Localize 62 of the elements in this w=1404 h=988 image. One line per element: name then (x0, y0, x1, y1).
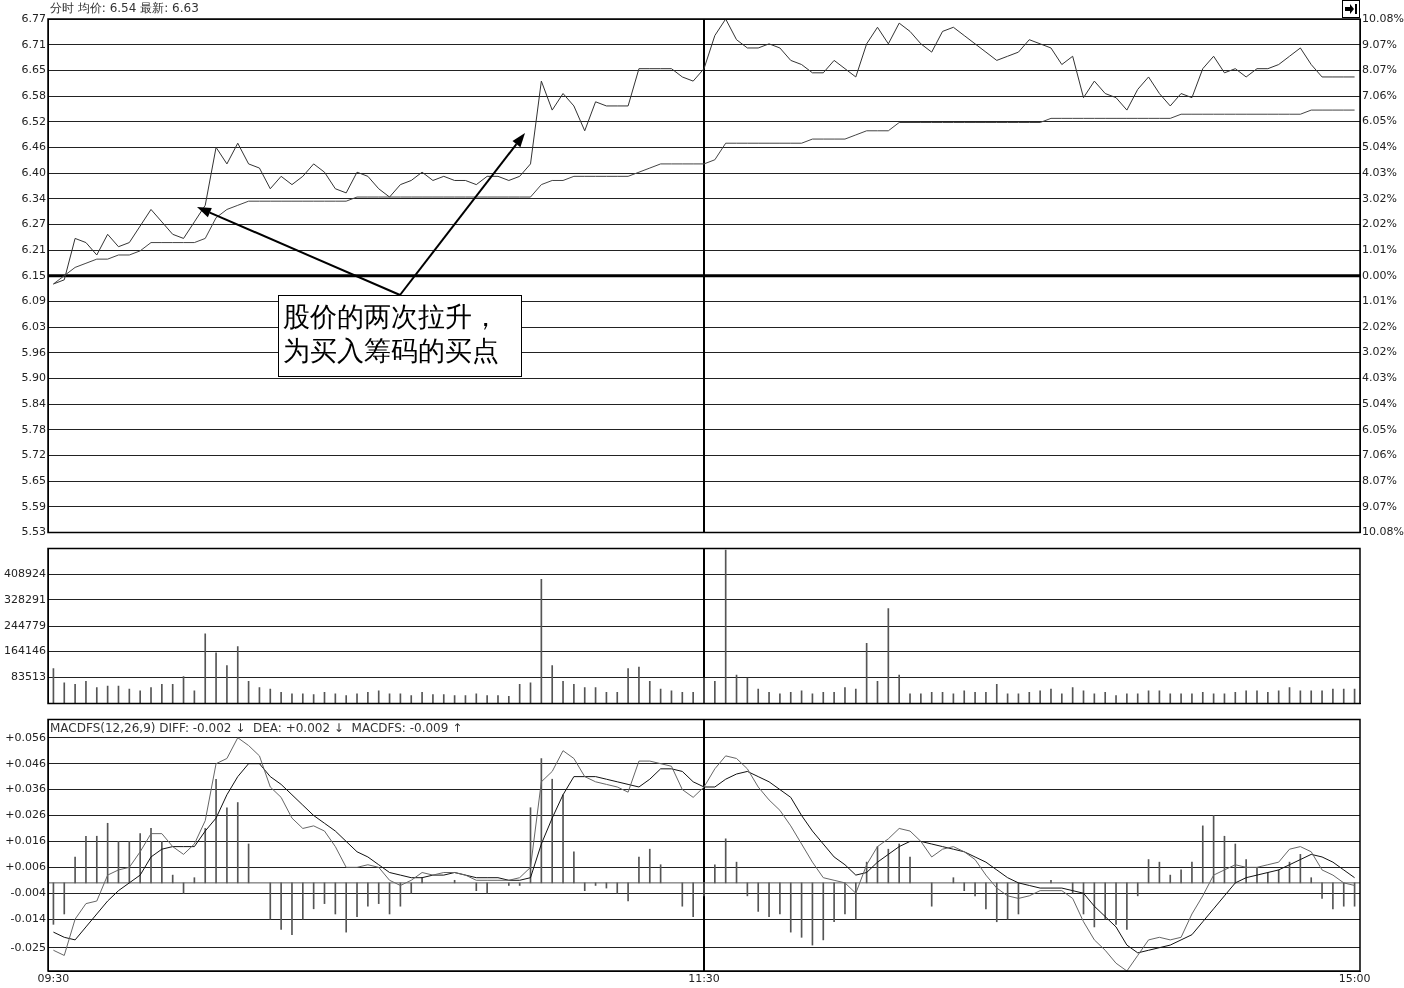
y-tick-label: 5.84 (21, 396, 46, 410)
y-tick-label: 6.21 (21, 242, 46, 256)
y2-tick-label: 8.07% (1362, 474, 1397, 488)
y-tick-label: 164146 (4, 644, 46, 658)
y-tick-label: 6.65 (21, 63, 46, 77)
y-tick-label: 6.58 (21, 88, 46, 102)
y2-tick-label: 3.02% (1362, 191, 1397, 205)
x-tick-label: 11:30 (688, 972, 720, 986)
y-tick-label: +0.056 (5, 730, 46, 744)
chart-title: MACDFS(12,26,9) DIFF: -0.002 ↓ DEA: +0.002 ↓ MACDFS: -0.009 ↑ (50, 720, 463, 735)
y-tick-label: 5.59 (21, 499, 46, 513)
y2-tick-label: 10.08% (1362, 11, 1404, 25)
y2-tick-label: 2.02% (1362, 217, 1397, 231)
y-tick-label: 328291 (4, 592, 46, 606)
y2-tick-label: 7.06% (1362, 448, 1397, 462)
y-tick-label: +0.006 (5, 860, 46, 874)
y-tick-label: 5.90 (21, 371, 46, 385)
x-tick-label: 09:30 (37, 972, 70, 986)
y-tick-label: -0.014 (10, 912, 46, 926)
y2-tick-label: 5.04% (1362, 396, 1397, 410)
y-tick-label: 6.34 (21, 191, 46, 205)
y-tick-label: 6.46 (21, 140, 46, 154)
y2-tick-label: 7.06% (1362, 88, 1397, 102)
y2-tick-label: 5.04% (1362, 140, 1397, 154)
y-tick-label: 6.40 (21, 165, 46, 179)
x-tick-label: 15:00 (1338, 972, 1371, 986)
y2-tick-label: 3.02% (1362, 345, 1397, 359)
annotation: 股价的两次拉升，为买入筹码的买点 (278, 295, 522, 377)
y2-tick-label: 9.07% (1362, 499, 1397, 513)
y-tick-label: +0.036 (5, 782, 46, 796)
y2-tick-label: 2.02% (1362, 320, 1397, 333)
y-tick-label: 5.72 (21, 448, 46, 462)
y-tick-label: 408924 (4, 567, 46, 581)
y2-tick-label: 10.08% (1362, 525, 1404, 539)
y-tick-label: +0.046 (5, 756, 46, 770)
y-tick-label: 244779 (4, 618, 46, 632)
y-tick-label: +0.016 (5, 834, 46, 848)
y2-tick-label: 4.03% (1362, 165, 1397, 179)
y-tick-label: 83513 (11, 669, 46, 683)
y2-tick-label: 4.03% (1362, 371, 1397, 385)
y2-tick-label: 8.07% (1362, 63, 1397, 77)
y-tick-label: 6.15 (21, 268, 46, 282)
chart-title: 分时 均价: 6.54 最新: 6.63 (50, 1, 199, 16)
y2-tick-label: 6.05% (1362, 114, 1397, 128)
y2-tick-label: 6.05% (1362, 422, 1397, 436)
y2-tick-label: 1.01% (1362, 294, 1397, 308)
y-tick-label: 5.65 (21, 473, 46, 487)
y-tick-label: 6.77 (21, 11, 46, 25)
y-tick-label: 6.09 (21, 294, 46, 308)
y-tick-label: 5.96 (21, 345, 46, 359)
y-tick-label: 5.53 (21, 525, 46, 539)
y-tick-label: -0.004 (10, 886, 46, 900)
y-tick-label: 6.52 (21, 114, 46, 128)
y-tick-label: -0.025 (10, 940, 46, 954)
y2-tick-label: 0.00% (1362, 268, 1397, 282)
y-tick-label: +0.026 (5, 808, 46, 822)
y2-tick-label: 9.07% (1362, 37, 1397, 51)
y-tick-label: 5.78 (21, 422, 46, 436)
y-tick-label: 6.71 (21, 37, 46, 51)
y2-tick-label: 1.01% (1362, 242, 1397, 256)
y-tick-label: 6.27 (21, 217, 46, 231)
y-tick-label: 6.03 (21, 319, 46, 333)
